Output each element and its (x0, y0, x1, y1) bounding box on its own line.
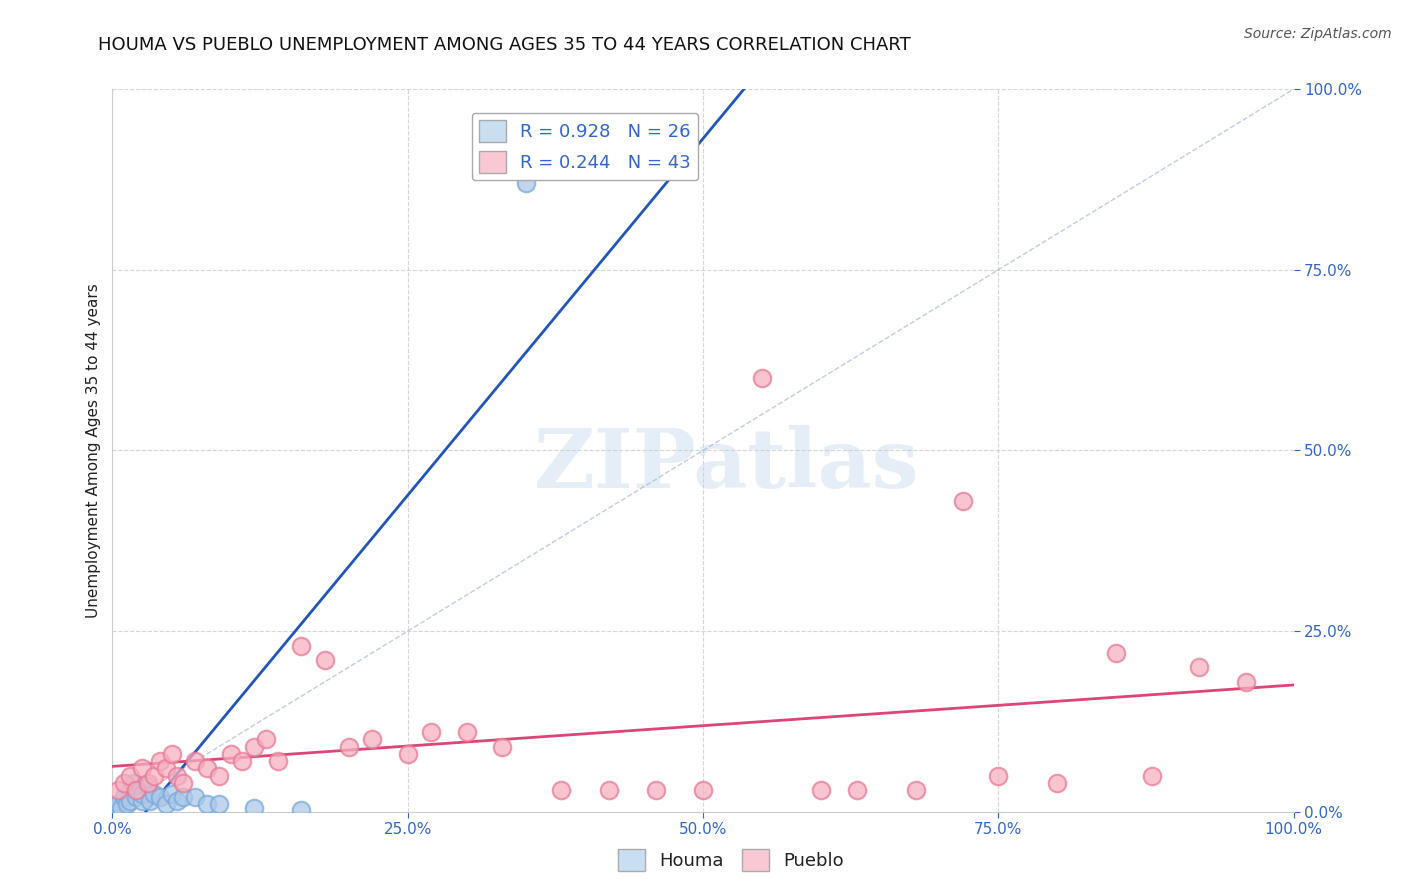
Point (952, 494, 974, 508)
Point (208, 769, 231, 783)
Point (149, 754, 172, 768)
Point (195, 797, 218, 812)
Point (105, 801, 128, 815)
Point (692, 783, 714, 797)
Point (184, 754, 207, 768)
Point (987, 769, 1010, 783)
Point (122, 776, 145, 790)
Point (314, 653, 336, 667)
Point (139, 794, 162, 808)
Y-axis label: Unemployment Among Ages 35 to 44 years: Unemployment Among Ages 35 to 44 years (86, 283, 101, 618)
Point (1140, 769, 1163, 783)
Point (125, 790, 148, 805)
Point (110, 801, 132, 815)
Point (904, 783, 927, 797)
Point (120, 769, 142, 783)
Point (420, 725, 443, 739)
Point (149, 790, 172, 805)
Point (243, 739, 266, 754)
Point (166, 794, 188, 808)
Point (219, 747, 242, 761)
Point (396, 747, 419, 761)
Point (491, 739, 513, 754)
Legend: Houma, Pueblo: Houma, Pueblo (610, 842, 852, 879)
Point (155, 797, 177, 812)
Text: ZIPatlas: ZIPatlas (534, 425, 920, 505)
Point (107, 797, 129, 812)
Point (1046, 776, 1069, 790)
Point (160, 787, 183, 801)
Point (142, 769, 165, 783)
Point (290, 639, 312, 653)
Point (127, 783, 149, 797)
Point (243, 801, 266, 815)
Point (136, 776, 159, 790)
Point (120, 794, 142, 808)
Point (155, 761, 177, 775)
Point (172, 776, 194, 790)
Point (208, 797, 231, 812)
Point (120, 783, 142, 797)
Point (166, 769, 188, 783)
Point (172, 790, 194, 805)
Point (115, 797, 138, 812)
Point (515, 176, 537, 190)
Point (231, 754, 253, 768)
Legend: R = 0.928   N = 26, R = 0.244   N = 43: R = 0.928 N = 26, R = 0.244 N = 43 (471, 112, 699, 180)
Point (131, 787, 153, 801)
Point (184, 790, 207, 805)
Point (810, 783, 832, 797)
Point (1188, 660, 1211, 674)
Point (290, 803, 312, 817)
Point (112, 776, 135, 790)
Point (456, 725, 478, 739)
Point (142, 787, 165, 801)
Point (267, 754, 290, 768)
Point (361, 732, 384, 747)
Point (131, 761, 153, 775)
Text: Source: ZipAtlas.com: Source: ZipAtlas.com (1244, 27, 1392, 41)
Point (751, 371, 773, 385)
Point (1234, 674, 1257, 689)
Point (1105, 646, 1128, 660)
Point (112, 790, 135, 805)
Point (160, 747, 183, 761)
Point (550, 783, 572, 797)
Text: HOUMA VS PUEBLO UNEMPLOYMENT AMONG AGES 35 TO 44 YEARS CORRELATION CHART: HOUMA VS PUEBLO UNEMPLOYMENT AMONG AGES … (98, 36, 911, 54)
Point (598, 783, 620, 797)
Point (136, 780, 159, 794)
Point (195, 761, 218, 775)
Point (254, 732, 277, 747)
Point (337, 739, 360, 754)
Point (125, 783, 148, 797)
Point (644, 783, 666, 797)
Point (845, 783, 868, 797)
Point (131, 794, 153, 808)
Point (107, 783, 129, 797)
